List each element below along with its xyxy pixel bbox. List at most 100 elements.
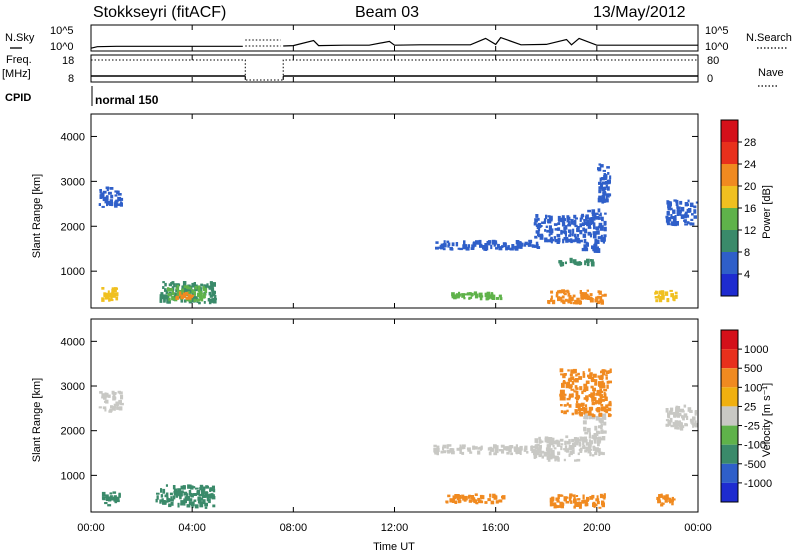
colorbar-tick-label: 16 [744, 203, 756, 215]
scatter-cell [106, 187, 109, 192]
scatter-cell [599, 296, 603, 301]
scatter-cell [557, 290, 560, 294]
scatter-cell [156, 495, 159, 500]
scatter-cell [598, 451, 601, 456]
scatter-cell [474, 446, 478, 450]
scatter-cell [600, 404, 604, 407]
scatter-cell [160, 488, 163, 493]
scatter-cell [595, 246, 599, 250]
scatter-cell [583, 244, 587, 249]
scatter-cell [435, 241, 439, 244]
scatter-cell [587, 410, 592, 416]
colorbar-tick-label: 24 [744, 159, 756, 171]
scatter-cell [576, 227, 580, 233]
scatter-cell [479, 295, 484, 298]
scatter-cell [479, 295, 483, 301]
scatter-cell [541, 221, 545, 224]
scatter-cell [607, 407, 612, 412]
scatter-cell [554, 457, 557, 462]
scatter-cell [585, 295, 589, 300]
scatter-cell [582, 440, 585, 446]
scatter-cell [163, 298, 166, 302]
power-panel: 1000 2000 3000 4000 Slant Range [km] 4 8 12 16… [31, 113, 773, 309]
scatter-cell [108, 410, 113, 413]
scatter-cell [591, 378, 595, 383]
scatter-cell [573, 378, 576, 382]
scatter-cell [538, 436, 541, 440]
colorbar-swatch [721, 186, 738, 208]
scatter-cell [551, 299, 556, 305]
scatter-cell [166, 496, 169, 502]
scatter-cell [694, 410, 697, 415]
scatter-cell [543, 451, 548, 457]
scatter-cell [99, 194, 103, 199]
nsearch-label: N.Search [746, 32, 792, 44]
scatter-cell [180, 294, 184, 300]
scatter-cell [679, 212, 682, 216]
scatter-cell [165, 484, 168, 487]
scatter-cell [596, 296, 601, 299]
scatter-cell [487, 240, 492, 244]
scatter-cell [684, 219, 687, 223]
scatter-cell [454, 500, 458, 504]
scatter-cell [562, 238, 565, 244]
nsky-tick-top: 10^5 [50, 25, 74, 37]
scatter-cell [546, 239, 551, 243]
scatter-cell [587, 226, 592, 229]
scatter-cell [189, 289, 194, 294]
scatter-cell [589, 375, 593, 379]
scatter-cell [164, 494, 168, 498]
x-axis-label: Time UT [373, 541, 415, 553]
scatter-cell [179, 495, 182, 499]
scatter-cell [171, 296, 175, 301]
scatter-cell [549, 448, 553, 451]
scatter-cell [588, 406, 592, 411]
scatter-cell [589, 496, 594, 500]
scatter-cell [573, 442, 577, 447]
scatter-cell [602, 430, 607, 434]
scatter-cell [533, 449, 537, 454]
scatter-cell [506, 446, 510, 451]
scatter-cell [194, 285, 198, 290]
scatter-cell [681, 410, 685, 413]
scatter-cell [584, 413, 587, 419]
scatter-cell [485, 297, 489, 301]
scatter-cell [165, 492, 169, 497]
scatter-cell [681, 415, 684, 419]
scatter-cell [581, 437, 586, 442]
scatter-cell [667, 201, 671, 206]
scatter-cell [490, 244, 493, 250]
scatter-cell [580, 404, 584, 407]
scatter-cell [602, 237, 606, 242]
scatter-cell [475, 502, 479, 505]
scatter-cell [596, 230, 600, 235]
scatter-cell [177, 289, 180, 294]
scatter-cell [453, 294, 457, 300]
scatter-cell [164, 288, 167, 292]
scatter-cell [574, 262, 577, 266]
scatter-cell [204, 502, 208, 507]
colorbar-swatch [721, 444, 738, 464]
scatter-cell [591, 414, 596, 418]
scatter-cell [555, 291, 559, 296]
scatter-cell [563, 458, 566, 462]
scatter-cell [567, 290, 570, 294]
scatter-cell [208, 291, 212, 296]
scatter-cell [581, 213, 584, 218]
scatter-cell [603, 393, 607, 398]
scatter-cell [598, 163, 602, 166]
scatter-cell [569, 260, 573, 264]
scatter-cell [590, 259, 593, 262]
scatter-cell [459, 444, 462, 448]
scatter-cell [180, 290, 184, 294]
scatter-cell [586, 224, 589, 227]
scatter-cell [660, 493, 663, 498]
scatter-cell [577, 498, 581, 501]
noise-panel: N.Sky 10^5 10^0 10^5 10^0 N.Search [5, 24, 792, 53]
scatter-cell [120, 201, 123, 205]
scatter-cell [670, 214, 673, 218]
scatter-cell [605, 374, 608, 377]
scatter-cell [187, 284, 191, 288]
scatter-cell [581, 500, 585, 504]
scatter-cell [180, 503, 183, 506]
